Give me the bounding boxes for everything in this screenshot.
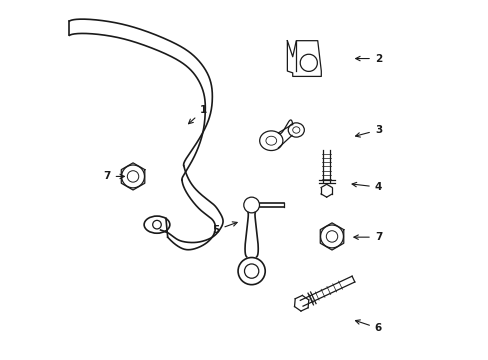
Text: 7: 7 [353,232,381,242]
Text: 4: 4 [351,182,381,192]
Text: 3: 3 [355,125,381,137]
Text: 6: 6 [355,320,381,333]
Text: 7: 7 [103,171,124,181]
Text: 5: 5 [212,222,237,235]
Text: 1: 1 [188,105,206,124]
Text: 2: 2 [355,54,381,64]
